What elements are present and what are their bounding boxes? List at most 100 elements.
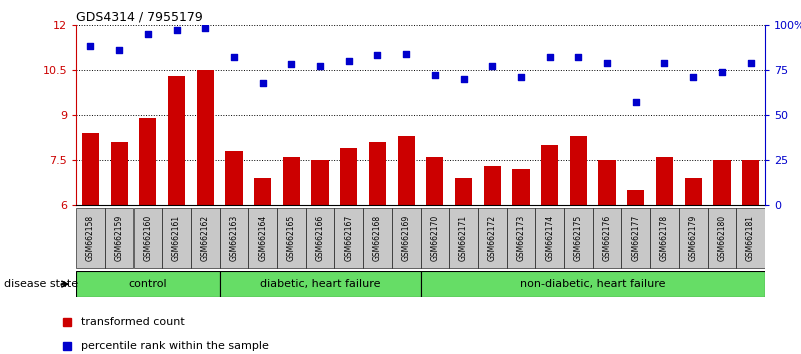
Text: GSM662180: GSM662180 — [718, 215, 727, 261]
Bar — [570, 136, 587, 205]
Point — [314, 63, 327, 69]
Bar — [196, 70, 214, 205]
Bar — [306, 208, 334, 268]
Text: GSM662167: GSM662167 — [344, 215, 353, 261]
Point — [514, 74, 527, 80]
Bar — [277, 208, 306, 268]
Bar — [707, 208, 736, 268]
Bar — [340, 148, 357, 205]
Point — [256, 80, 269, 85]
Bar — [111, 142, 127, 205]
Bar — [76, 271, 219, 297]
Text: GSM662172: GSM662172 — [488, 215, 497, 261]
Bar — [254, 178, 272, 205]
Bar — [191, 208, 219, 268]
Bar — [283, 157, 300, 205]
Point — [84, 44, 97, 49]
Point — [113, 47, 126, 53]
Bar — [713, 160, 731, 205]
Bar — [225, 151, 243, 205]
Point — [486, 63, 499, 69]
Text: GSM662166: GSM662166 — [316, 215, 324, 261]
Bar — [168, 76, 185, 205]
Point — [142, 31, 155, 37]
Text: GSM662164: GSM662164 — [258, 215, 268, 261]
Bar — [426, 157, 444, 205]
Bar — [656, 157, 673, 205]
Text: GSM662174: GSM662174 — [545, 215, 554, 261]
Bar — [506, 208, 535, 268]
Text: GDS4314 / 7955179: GDS4314 / 7955179 — [76, 11, 203, 24]
Text: diabetic, heart failure: diabetic, heart failure — [260, 279, 380, 289]
Point — [342, 58, 355, 64]
Bar — [134, 208, 162, 268]
Bar — [593, 208, 622, 268]
Bar — [598, 160, 616, 205]
Bar — [449, 208, 478, 268]
Bar — [392, 208, 421, 268]
Bar — [162, 208, 191, 268]
Bar — [248, 208, 277, 268]
Bar — [363, 208, 392, 268]
Bar — [478, 208, 506, 268]
Text: non-diabetic, heart failure: non-diabetic, heart failure — [520, 279, 666, 289]
Text: GSM662173: GSM662173 — [517, 215, 525, 261]
Point — [429, 73, 441, 78]
Point — [457, 76, 470, 82]
Bar — [622, 208, 650, 268]
Bar — [105, 208, 134, 268]
Bar — [678, 208, 707, 268]
Text: GSM662159: GSM662159 — [115, 215, 123, 261]
Text: GSM662161: GSM662161 — [172, 215, 181, 261]
Point — [572, 55, 585, 60]
Point — [601, 60, 614, 65]
Bar — [541, 145, 558, 205]
Bar — [421, 208, 449, 268]
Text: control: control — [128, 279, 167, 289]
Point — [630, 99, 642, 105]
Bar — [312, 160, 328, 205]
Text: GSM662177: GSM662177 — [631, 215, 640, 261]
Text: GSM662179: GSM662179 — [689, 215, 698, 261]
Bar — [736, 208, 765, 268]
Bar — [334, 208, 363, 268]
Text: GSM662158: GSM662158 — [86, 215, 95, 261]
Text: GSM662170: GSM662170 — [430, 215, 440, 261]
Bar — [535, 208, 564, 268]
Point — [658, 60, 671, 65]
Bar — [219, 208, 248, 268]
Text: GSM662169: GSM662169 — [401, 215, 411, 261]
Bar — [421, 271, 765, 297]
Text: GSM662171: GSM662171 — [459, 215, 468, 261]
Bar — [564, 208, 593, 268]
Bar — [368, 142, 386, 205]
Point — [400, 51, 413, 57]
Point — [170, 27, 183, 33]
Text: GSM662181: GSM662181 — [746, 215, 755, 261]
Text: GSM662175: GSM662175 — [574, 215, 583, 261]
Bar — [685, 178, 702, 205]
Text: disease state: disease state — [4, 279, 78, 289]
Point — [199, 25, 211, 31]
Bar — [219, 271, 421, 297]
Text: GSM662162: GSM662162 — [201, 215, 210, 261]
Bar — [139, 118, 156, 205]
Point — [686, 74, 699, 80]
Bar — [513, 169, 529, 205]
Point — [227, 55, 240, 60]
Point — [715, 69, 728, 75]
Text: transformed count: transformed count — [81, 317, 184, 327]
Text: GSM662165: GSM662165 — [287, 215, 296, 261]
Bar — [76, 208, 105, 268]
Bar — [627, 190, 644, 205]
Point — [285, 62, 298, 67]
Bar — [82, 133, 99, 205]
Text: GSM662178: GSM662178 — [660, 215, 669, 261]
Bar — [484, 166, 501, 205]
Text: percentile rank within the sample: percentile rank within the sample — [81, 341, 268, 351]
Point — [744, 60, 757, 65]
Point — [371, 53, 384, 58]
Text: GSM662168: GSM662168 — [373, 215, 382, 261]
Bar — [455, 178, 472, 205]
Text: GSM662160: GSM662160 — [143, 215, 152, 261]
